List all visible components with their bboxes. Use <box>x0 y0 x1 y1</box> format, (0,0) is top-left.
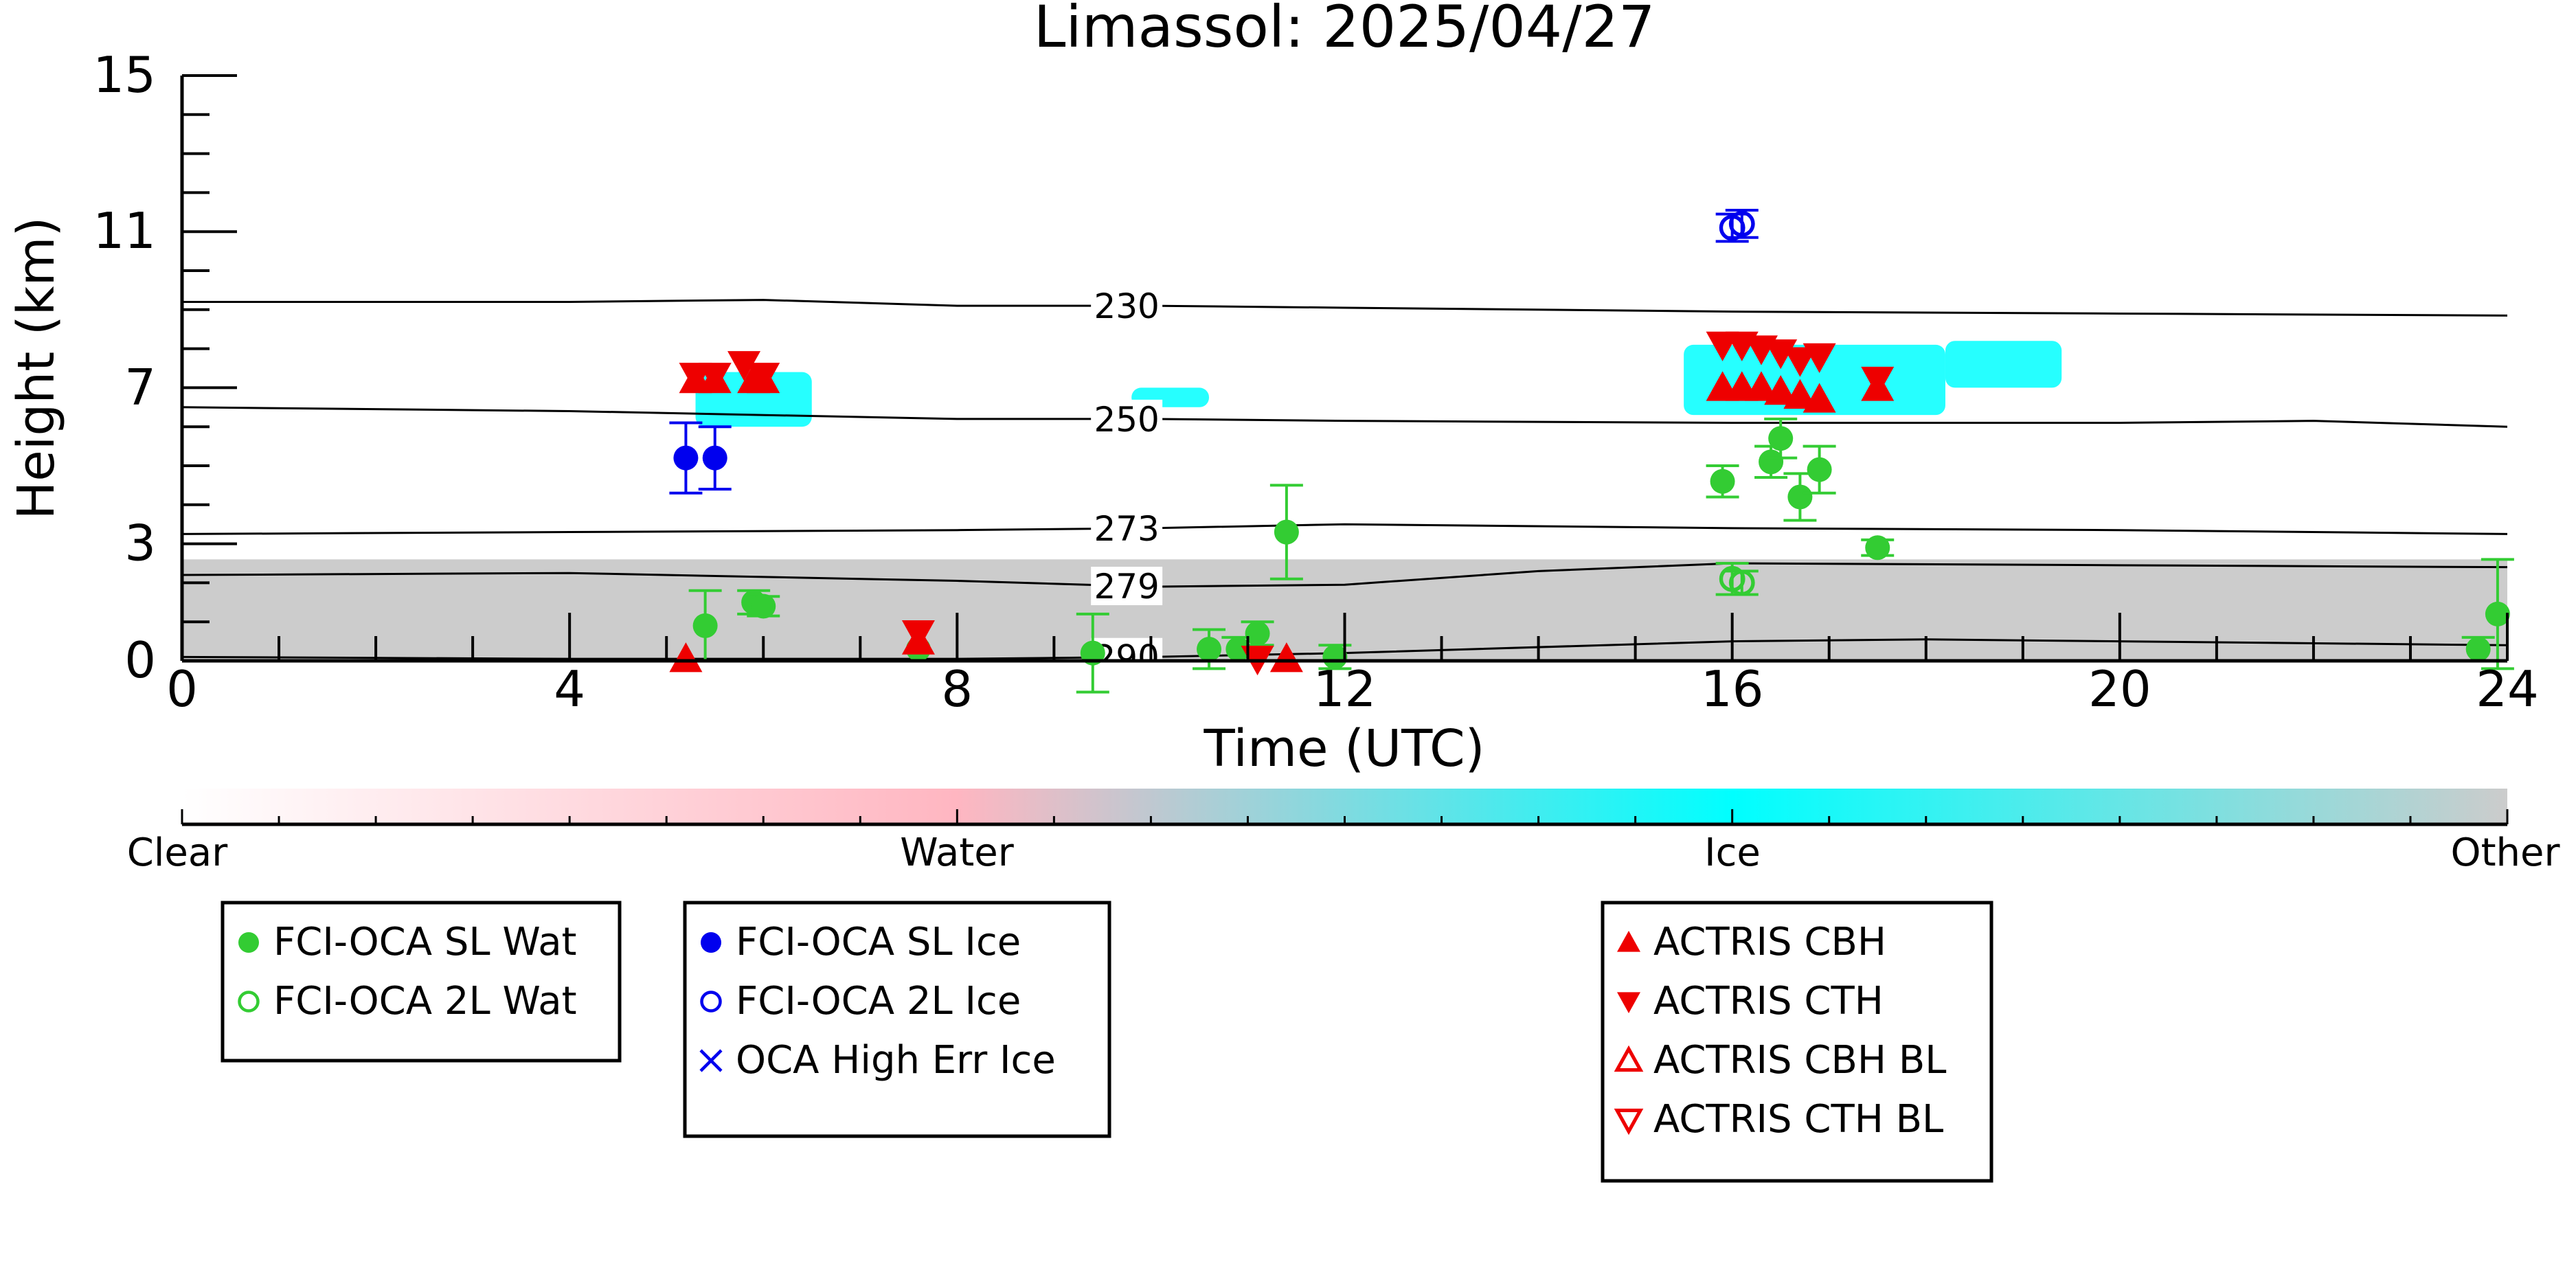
marker-actris-cth <box>1783 347 1817 377</box>
marker-actris-cth <box>747 363 780 393</box>
x-tick-label: 8 <box>941 660 973 718</box>
marker-actris-cbh <box>1764 375 1798 405</box>
chart-title: Limassol: 2025/04/27 <box>1034 0 1656 60</box>
marker-fci-oca-sl-wat <box>1245 621 1270 646</box>
marker-fci-oca-sl-wat <box>1865 535 1890 561</box>
marker-actris-cbh <box>669 642 703 673</box>
legend-entry-label: FCI-OCA 2L Wat <box>273 979 577 1024</box>
marker-fci-oca-sl-wat <box>1322 644 1348 670</box>
colorbar-label-water: Water <box>900 831 1015 875</box>
axes: 0 3 7 11 15 0 4 8 12 16 20 24 <box>93 46 2538 718</box>
marker-actris-cth <box>1861 366 1895 397</box>
contour-line-230 <box>182 299 2507 317</box>
x-tick-label: 0 <box>166 660 198 718</box>
contour-label: 250 <box>1094 400 1159 440</box>
legend-box <box>221 901 622 1063</box>
temperature-contours: 230 250 273 279 290 <box>182 286 2507 678</box>
contour-label: 273 <box>1094 509 1159 549</box>
legend-marker <box>238 932 259 953</box>
legend-marker <box>1617 992 1640 1013</box>
legend-box <box>1601 901 1993 1183</box>
legend-entry-label: ACTRIS CTH BL <box>1653 1097 1943 1142</box>
legend-entry-label: FCI-OCA SL Wat <box>273 920 577 964</box>
legend-entry-label: OCA High Err Ice <box>736 1038 1056 1083</box>
marker-actris-cth <box>901 620 935 651</box>
marker-fci-oca-sl-wat <box>2485 601 2510 626</box>
legend-entry-label: ACTRIS CBH <box>1653 920 1886 964</box>
y-tick-label: 7 <box>124 358 156 416</box>
colorbar-label-clear: Clear <box>127 831 228 875</box>
marker-actris-cbh <box>1803 383 1836 413</box>
marker-actris-cth <box>1803 343 1836 373</box>
marker-fci-oca-sl-wat <box>692 613 718 638</box>
legend-marker <box>700 991 722 1013</box>
legend-marker <box>701 932 721 953</box>
legend-box <box>683 901 1111 1138</box>
class-colorbar: Clear Water Ice Other <box>127 789 2560 875</box>
marker-fci-oca-sl-ice <box>673 445 699 471</box>
marker-actris-cbh <box>1783 379 1817 409</box>
legend-entry-label: ACTRIS CTH <box>1653 979 1884 1024</box>
x-tick-label: 12 <box>1313 660 1377 718</box>
cloud-region-ice <box>1945 341 2062 388</box>
y-tick-label: 3 <box>124 515 156 572</box>
legend-entry-label: ACTRIS CBH BL <box>1653 1038 1946 1083</box>
marker-actris-cbh <box>1744 371 1778 401</box>
x-tick-label: 16 <box>1701 660 1764 718</box>
marker-fci-oca-2l-ice <box>1728 210 1755 237</box>
marker-fci-oca-sl-wat <box>1759 449 1784 475</box>
legend-marker <box>1614 1108 1644 1136</box>
marker-actris-cth <box>1764 339 1798 370</box>
contour-line-279 <box>182 562 2507 588</box>
contour-label-bg <box>1091 286 1163 326</box>
marker-fci-oca-sl-wat <box>1768 426 1794 451</box>
contour-label: 290 <box>1094 638 1159 678</box>
marker-fci-oca-sl-wat <box>1225 636 1251 662</box>
y-tick-label: 15 <box>93 46 156 104</box>
marker-fci-oca-sl-wat <box>1710 468 1735 494</box>
marker-actris-cbh <box>1269 642 1303 673</box>
contour-label-bg <box>1091 509 1163 548</box>
x-tick-label: 4 <box>554 660 585 718</box>
contour-label-bg <box>1091 567 1163 606</box>
contour-label: 279 <box>1094 567 1159 607</box>
colorbar-label-ice: Ice <box>1704 831 1761 875</box>
x-axis-label: Time (UTC) <box>1203 719 1484 778</box>
legend-marker <box>238 991 260 1013</box>
legend-entry-label: FCI-OCA 2L Ice <box>736 979 1021 1024</box>
contour-label: 230 <box>1094 286 1159 326</box>
contour-line-250 <box>182 406 2507 428</box>
legend-marker <box>1614 1045 1644 1072</box>
marker-fci-oca-sl-ice <box>702 445 727 471</box>
marker-fci-oca-sl-wat <box>751 594 776 619</box>
legend: FCI-OCA SL Wat FCI-OCA 2L Wat FCI-OCA SL I… <box>221 901 1993 1183</box>
y-tick-label: 0 <box>124 631 156 689</box>
legend-marker <box>699 1049 723 1072</box>
marker-actris-cth <box>727 351 761 381</box>
contour-line-273 <box>182 523 2507 535</box>
x-tick-label: 20 <box>2088 660 2151 718</box>
colorbar-label-other: Other <box>2450 831 2560 875</box>
x-tick-label: 24 <box>2476 660 2539 718</box>
marker-fci-oca-sl-wat <box>1274 519 1299 545</box>
marker-fci-oca-sl-wat <box>1807 457 1832 482</box>
marker-actris-cth <box>698 363 732 393</box>
y-axis-label: Height (km) <box>7 217 66 520</box>
marker-fci-oca-sl-wat <box>1787 484 1813 510</box>
contour-label-bg <box>1091 399 1163 438</box>
legend-entry-label: FCI-OCA SL Ice <box>736 920 1021 964</box>
marker-fci-oca-sl-wat <box>1197 636 1222 662</box>
y-tick-label: 11 <box>93 202 156 260</box>
marker-fci-oca-sl-wat <box>2465 636 2491 662</box>
colorbar-ticks <box>181 809 2509 824</box>
marker-fci-oca-2l-wat <box>1728 569 1755 596</box>
legend-marker <box>1617 931 1640 952</box>
